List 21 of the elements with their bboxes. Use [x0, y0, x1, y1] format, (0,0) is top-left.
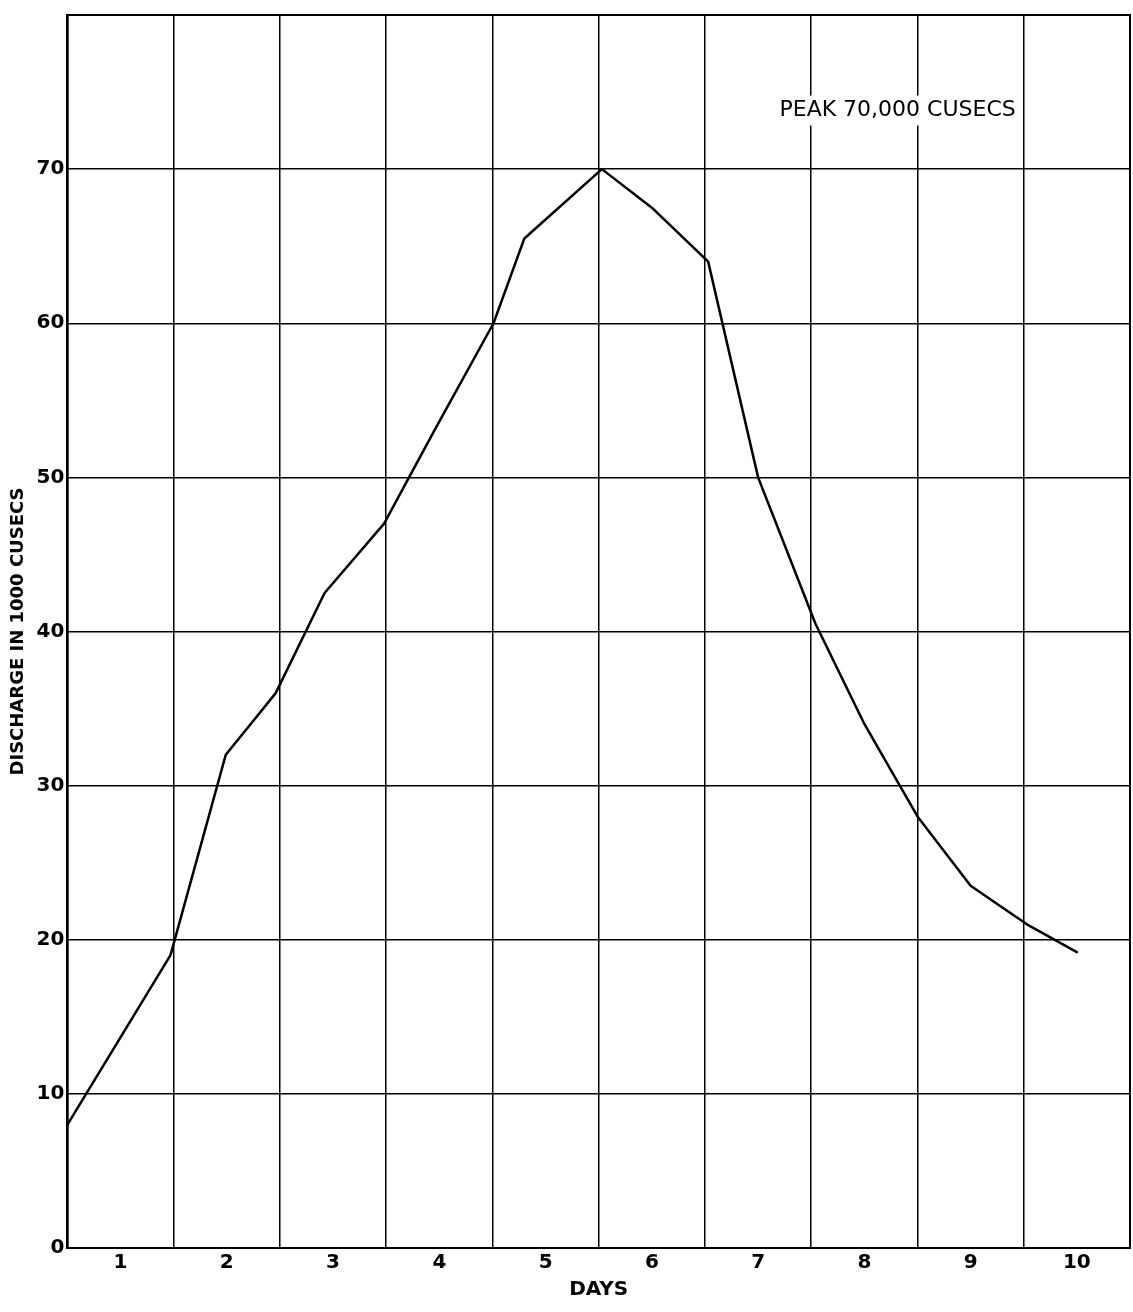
x-tick-label: 2 [219, 1249, 234, 1274]
x-tick-label: 7 [751, 1249, 766, 1274]
y-tick-label: 70 [36, 155, 65, 180]
x-tick-label: 8 [857, 1249, 872, 1274]
y-tick-label: 30 [36, 771, 65, 796]
y-tick-label: 50 [36, 463, 65, 488]
y-tick-label: 40 [36, 617, 65, 642]
y-axis-title: DISCHARGE IN 1000 CUSECS [6, 487, 28, 776]
x-tick-label: 4 [432, 1249, 447, 1274]
x-tick-label: 5 [538, 1249, 553, 1274]
x-axis-title: DAYS [569, 1276, 629, 1301]
y-tick-label: 20 [36, 925, 65, 950]
y-tick-label: 10 [36, 1080, 65, 1105]
annotation: PEAK 70,000 CUSECS [779, 96, 1016, 122]
x-tick-label: 10 [1062, 1249, 1091, 1274]
x-tick-label: 6 [644, 1249, 659, 1274]
x-tick-label: 1 [113, 1249, 128, 1274]
y-tick-label: 60 [36, 309, 65, 334]
y-tick-label: 0 [50, 1234, 65, 1259]
x-tick-label: 3 [326, 1249, 341, 1274]
x-tick-label: 9 [963, 1249, 978, 1274]
